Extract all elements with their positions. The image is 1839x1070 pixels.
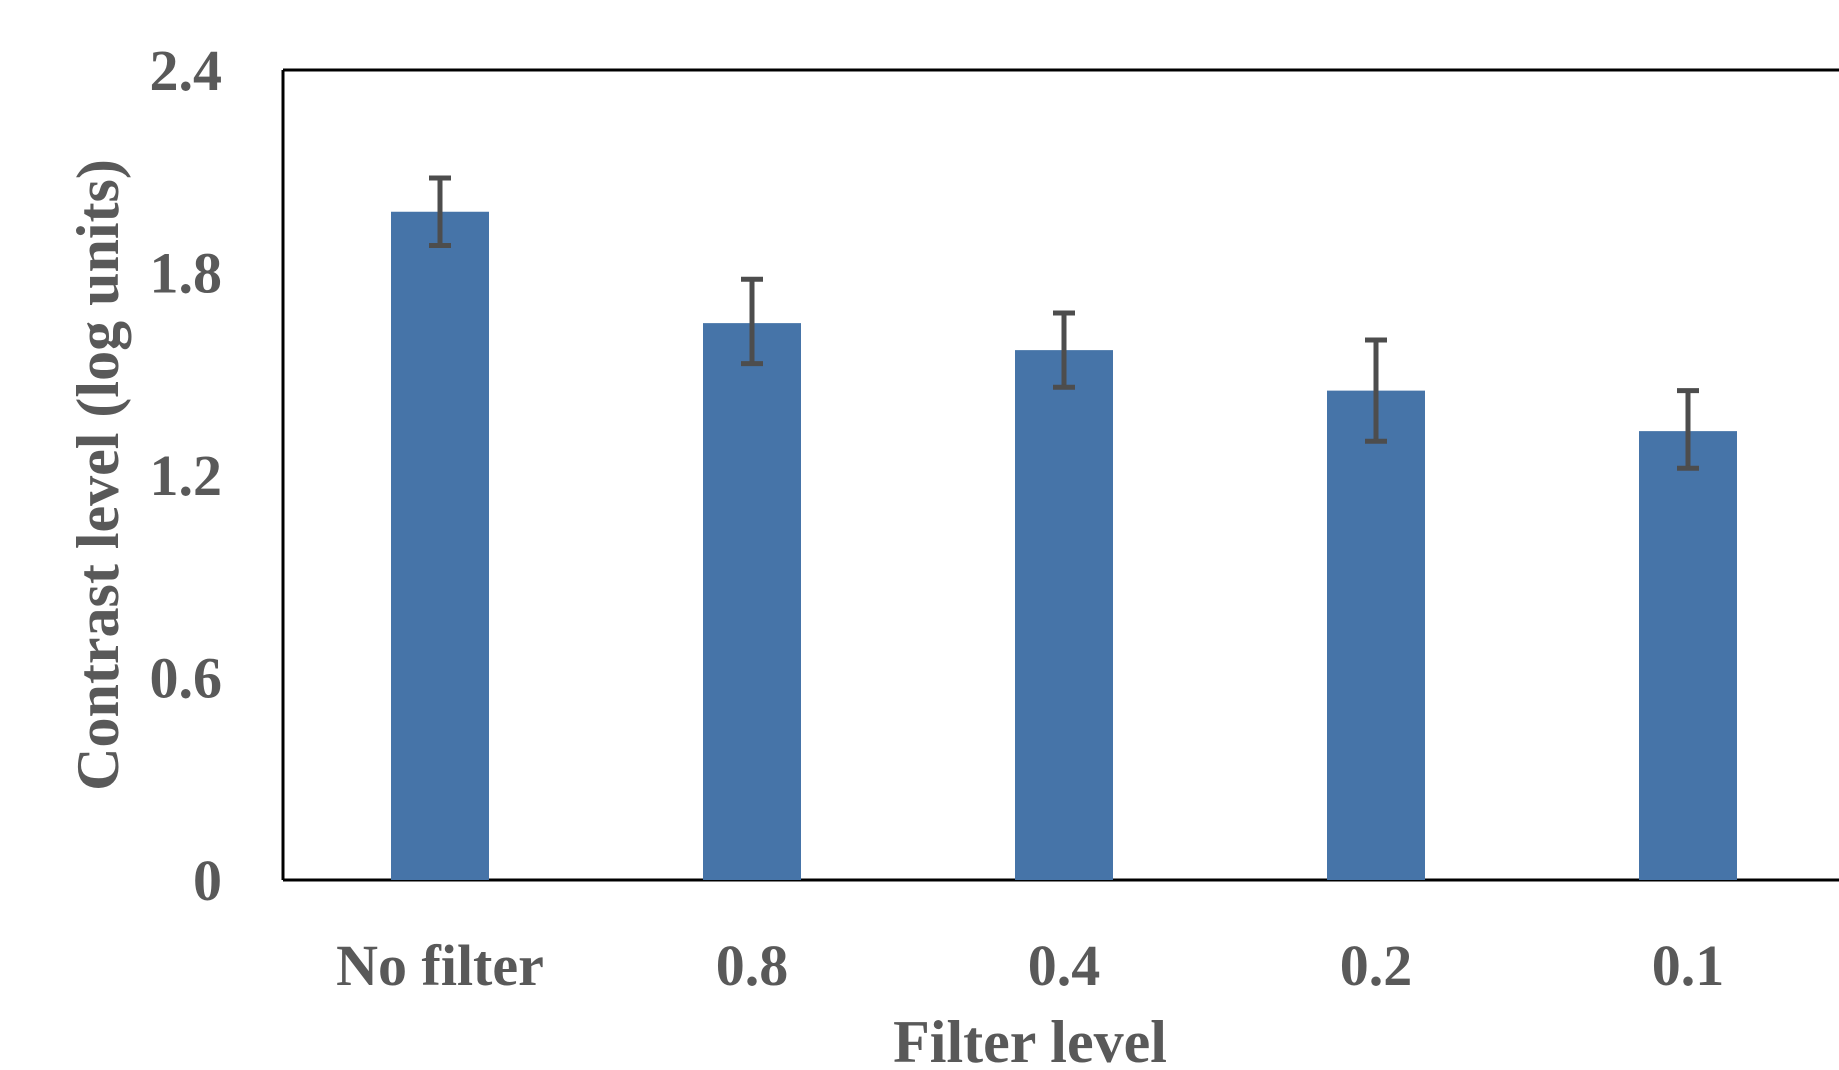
x-category-label: 0.1 xyxy=(1652,933,1725,998)
bar xyxy=(1015,350,1113,880)
bars xyxy=(391,211,1737,880)
error-bar xyxy=(1365,337,1387,444)
y-tick-label: 2.4 xyxy=(150,38,223,103)
x-category-label: 0.2 xyxy=(1340,933,1413,998)
x-axis-title: Filter level xyxy=(893,1009,1167,1070)
bar xyxy=(391,211,489,880)
error-bar xyxy=(429,175,451,248)
y-axis-title: Contrast level (log units) xyxy=(65,159,131,791)
y-tick-label: 1.8 xyxy=(150,241,223,306)
y-tick-label: 0 xyxy=(193,848,222,913)
y-tick-label: 1.2 xyxy=(150,443,223,508)
x-category-label: 0.8 xyxy=(716,933,789,998)
y-axis-tick-labels: 0 0.6 1.2 1.8 2.4 xyxy=(150,38,223,913)
error-bar xyxy=(1677,388,1699,471)
bar xyxy=(703,323,801,880)
error-bar xyxy=(1053,310,1075,390)
x-category-label: 0.4 xyxy=(1028,933,1101,998)
y-tick-label: 0.6 xyxy=(150,646,223,711)
bar xyxy=(1327,390,1425,880)
x-axis-category-labels: No filter 0.8 0.4 0.2 0.1 xyxy=(336,933,1724,998)
error-bar xyxy=(741,276,763,367)
error-bars xyxy=(429,175,1699,471)
bar xyxy=(1639,431,1737,880)
x-category-label: No filter xyxy=(336,933,544,998)
